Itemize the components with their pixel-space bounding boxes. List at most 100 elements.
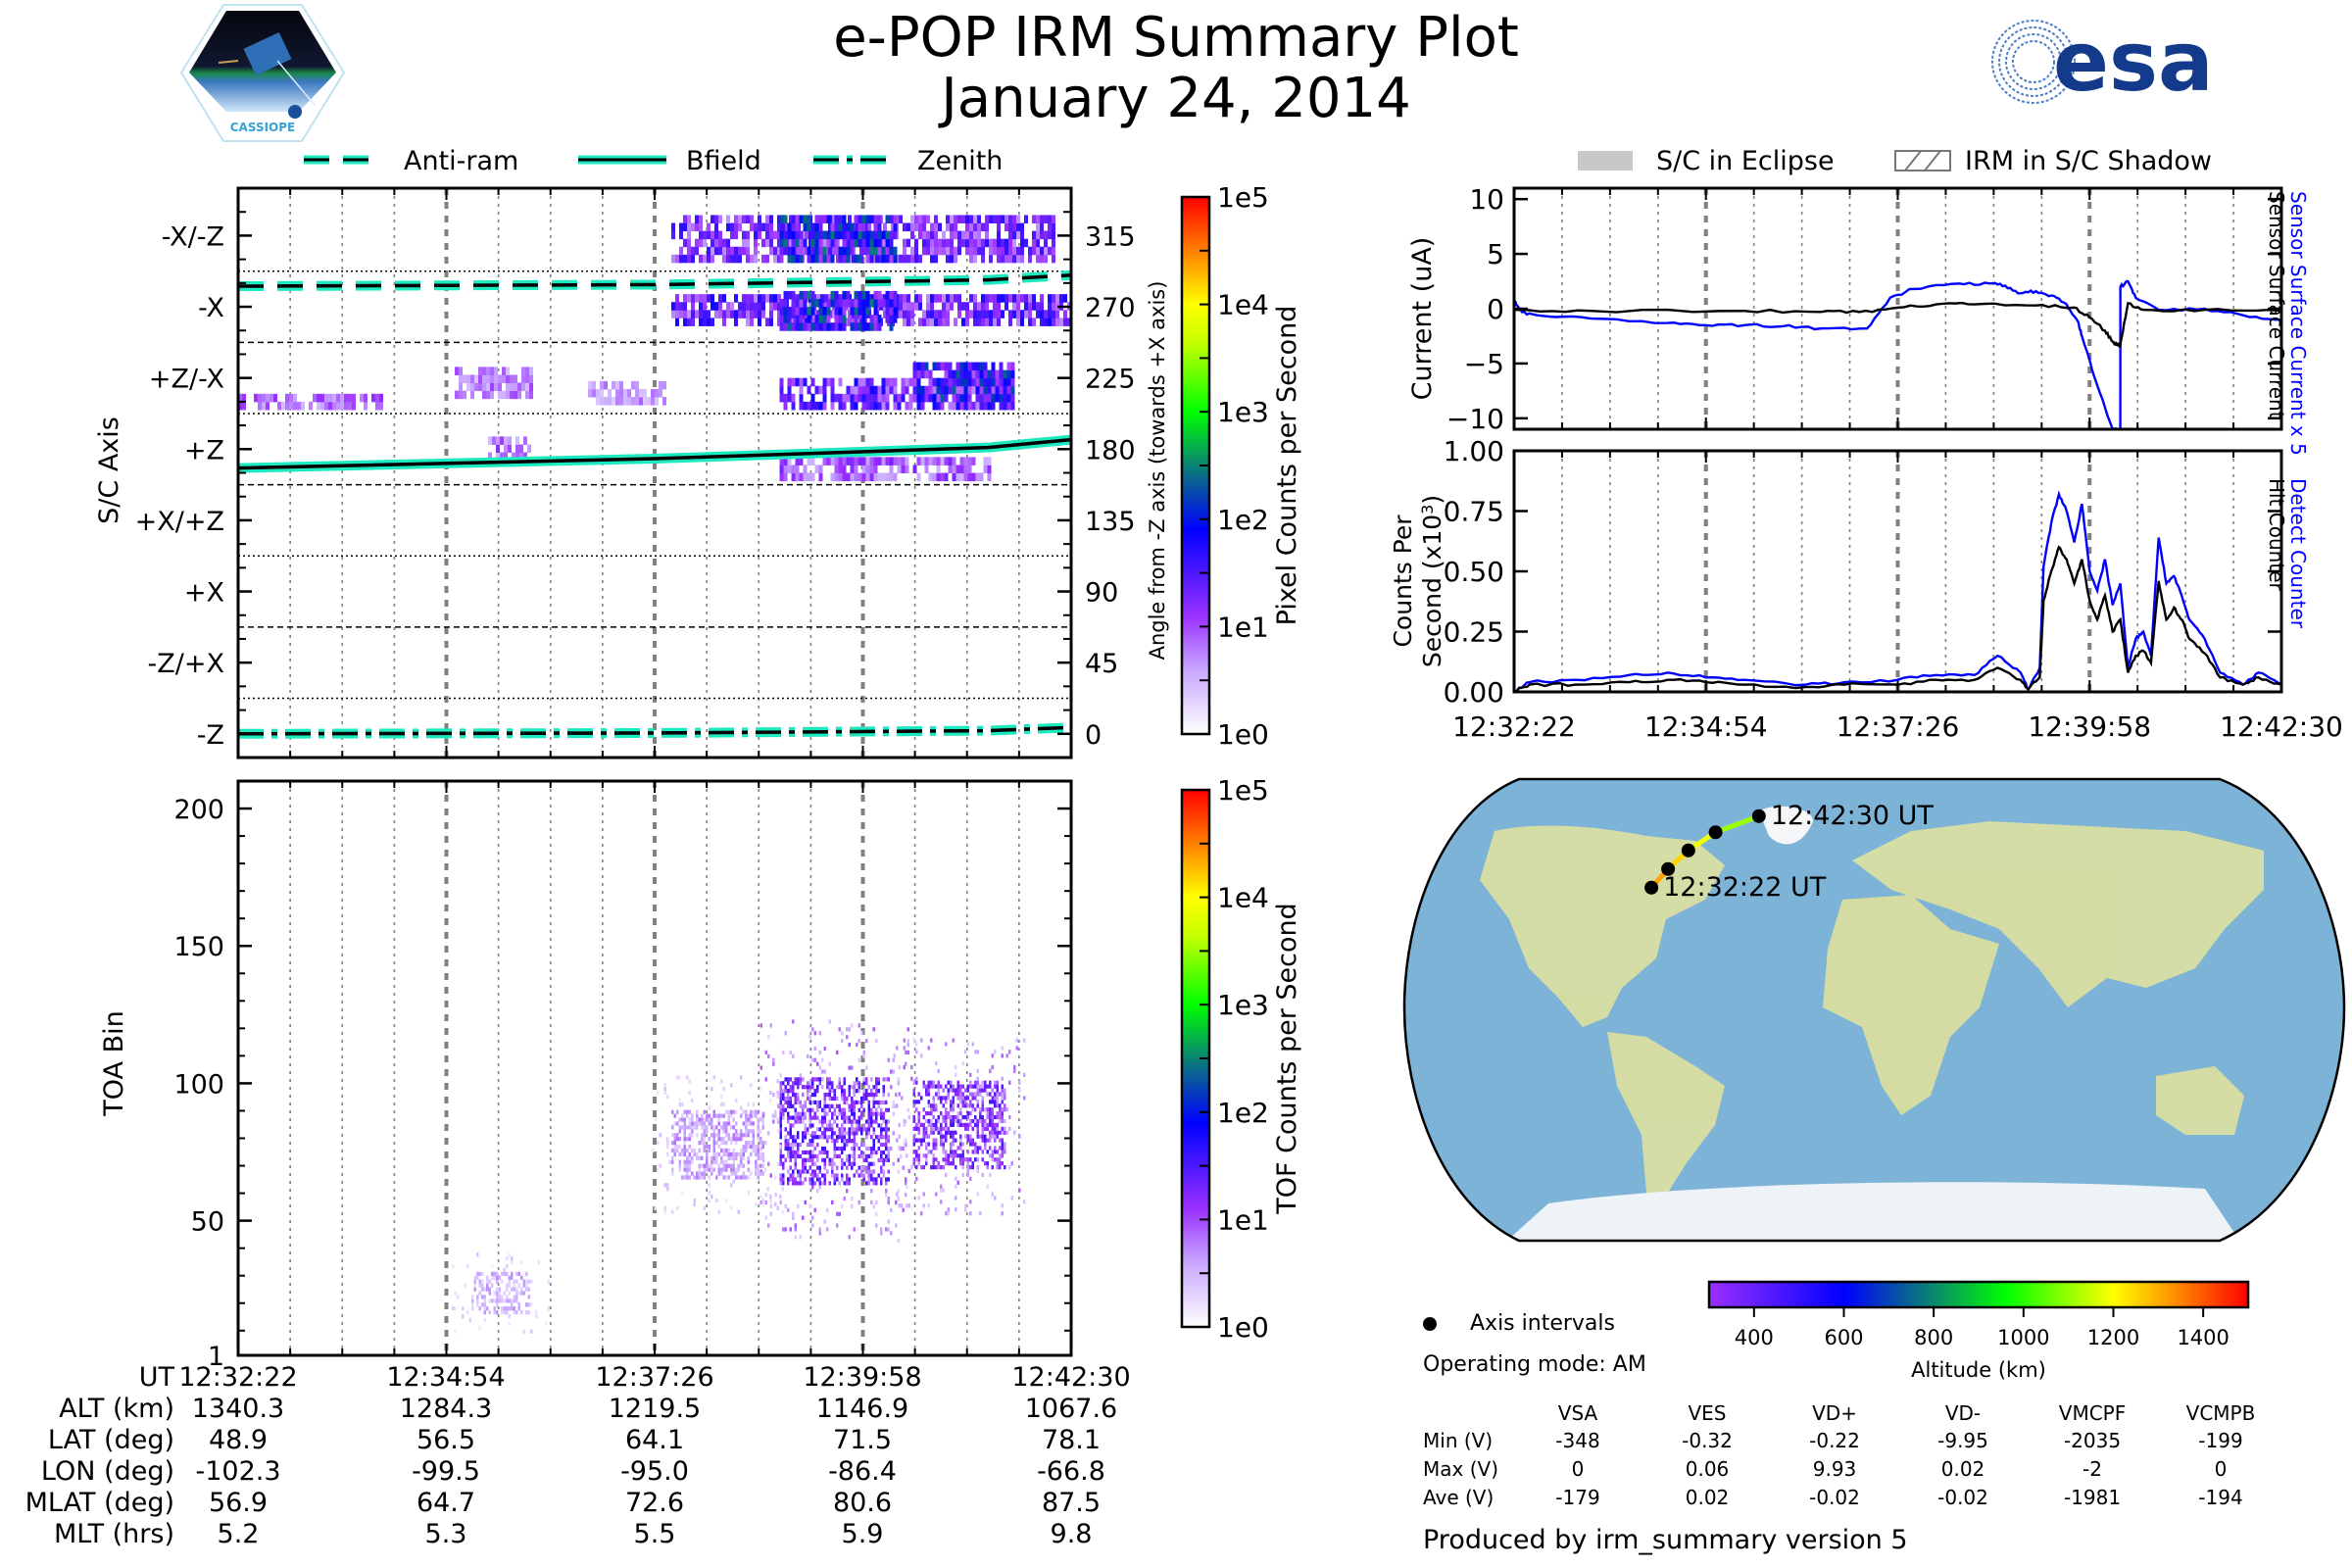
toa-heat-cell: [925, 1161, 928, 1166]
toa-heat-cell: [712, 1152, 715, 1157]
toa-heat-cell: [537, 1259, 540, 1265]
toa-heat-cell: [503, 1310, 506, 1315]
voltage-cell: -199: [2198, 1429, 2243, 1452]
toa-heat-cell: [875, 1092, 878, 1098]
legend-zenith: Zenith: [813, 146, 1003, 176]
angle-heat-cell: [881, 246, 886, 256]
toa-heat-cell: [491, 1275, 494, 1280]
angle-heat-cell: [828, 246, 832, 256]
toa-heat-cell: [955, 1114, 957, 1120]
sc-axis-tick-label: +X: [184, 578, 224, 609]
angle-heat-cell: [1040, 246, 1044, 256]
angle-heat-cell: [1008, 318, 1012, 326]
angle-heat-cell: [987, 377, 992, 387]
toa-heat-cell: [833, 1150, 836, 1155]
toa-heat-cell: [663, 1083, 666, 1088]
angle-heat-cell: [973, 254, 977, 264]
toa-heat-cell: [725, 1163, 728, 1168]
toa-heat-cell: [903, 1046, 906, 1051]
angle-heat-cell: [842, 457, 847, 466]
angle-heat-cell: [270, 393, 273, 403]
toa-heat-cell: [856, 1169, 858, 1174]
toa-heat-cell: [971, 1118, 974, 1124]
toa-heat-cell: [851, 1085, 854, 1090]
toa-heat-cell: [804, 1115, 807, 1120]
angle-heat-cell: [906, 222, 910, 232]
toa-heat-cell: [715, 1175, 718, 1180]
toa-heat-cell: [506, 1256, 509, 1261]
toa-heat-cell: [930, 1122, 933, 1128]
toa-heat-cell: [858, 1165, 860, 1170]
angle-heat-cell: [738, 302, 742, 311]
toa-heat-cell: [797, 1131, 800, 1136]
angle-heat-cell: [1020, 294, 1024, 303]
angle-heat-cell: [850, 222, 855, 232]
toa-heat-cell: [710, 1159, 713, 1164]
axis-interval-marker-icon: [1423, 1317, 1437, 1331]
toa-heat-cell: [755, 1201, 758, 1207]
toa-heat-cell: [826, 1135, 829, 1140]
toa-heat-cell: [991, 1153, 994, 1158]
angle-heat-cell: [803, 307, 808, 316]
toa-heat-cell: [799, 1235, 802, 1240]
toa-heat-cell: [896, 1192, 899, 1197]
toa-heat-cell: [802, 1215, 805, 1220]
angle-heat-cell: [965, 246, 969, 256]
toa-heat-cell: [846, 1131, 849, 1136]
angle-heat-cell: [838, 230, 843, 240]
toa-heat-cell: [979, 1211, 982, 1216]
angle-heat-cell: [814, 222, 819, 232]
angle-heat-cell: [803, 238, 808, 248]
toa-heat-cell: [730, 1205, 733, 1210]
angle-heat-cell: [592, 380, 596, 390]
angle-heat-cell: [893, 222, 898, 232]
toa-heat-cell: [846, 1165, 849, 1170]
toa-heat-cell: [545, 1321, 548, 1327]
toa-heat-cell: [683, 1167, 686, 1172]
toa-heat-cell: [698, 1175, 701, 1180]
angle-heat-cell: [934, 246, 938, 256]
angle-heat-cell: [897, 401, 902, 411]
toa-heat-cell: [466, 1310, 469, 1315]
angle-heat-cell: [779, 254, 784, 264]
toa-heat-cell: [498, 1287, 501, 1292]
toa-heat-cell: [722, 1102, 725, 1106]
toa-heat-cell: [862, 1123, 865, 1128]
angle-heat-cell: [320, 393, 324, 403]
toa-heat-cell: [720, 1094, 723, 1100]
angle-heat-cell: [805, 246, 808, 256]
angle-heat-cell: [683, 294, 687, 303]
angle-heat-cell: [846, 457, 851, 466]
angle-heat-cell: [1003, 393, 1007, 403]
toa-heat-cell: [964, 1103, 967, 1108]
angle-heat-cell: [761, 302, 765, 311]
toa-heat-cell: [1008, 1164, 1011, 1170]
toa-heat-cell: [808, 1150, 811, 1155]
angle-heat-cell: [838, 246, 843, 256]
angle-heat-cell: [971, 385, 976, 395]
toa-heat-cell: [771, 1113, 774, 1118]
angle-heat-cell: [791, 222, 796, 232]
toa-heat-cell: [937, 1096, 940, 1101]
toa-heat-cell: [784, 1085, 787, 1090]
toa-heat-cell: [996, 1111, 999, 1116]
angle-heat-cell: [769, 230, 773, 240]
sensor_current-ytick-label: 0: [1487, 293, 1504, 325]
toa-heat-cell: [976, 1068, 979, 1074]
angle-heat-cell: [242, 393, 246, 403]
toa-heat-cell: [885, 1131, 888, 1136]
angle-heat-cell: [836, 254, 840, 264]
angle-heat-cell: [691, 310, 695, 318]
toa-heat-cell: [984, 1146, 987, 1151]
toa-heat-cell: [797, 1142, 800, 1148]
angle-heat-cell: [912, 369, 917, 379]
angle-heat-cell: [348, 401, 352, 411]
toa-heat-cell: [887, 1227, 890, 1232]
toa-heat-cell: [848, 1157, 851, 1162]
toa-heat-cell: [917, 1146, 920, 1151]
toa-heat-cell: [935, 1107, 938, 1112]
angle-heat-cell: [608, 388, 612, 398]
angle-heat-cell: [515, 452, 519, 462]
toa-heat-cell: [742, 1121, 745, 1126]
toa-heat-cell: [811, 1077, 814, 1082]
